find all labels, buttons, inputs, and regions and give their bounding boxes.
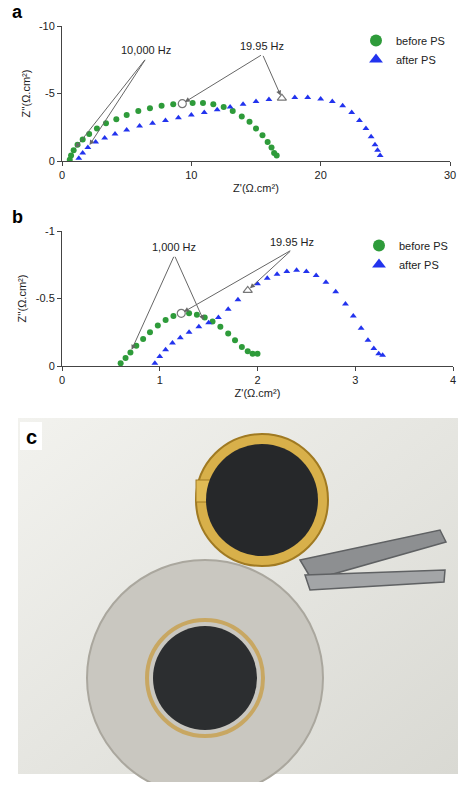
svg-text:2: 2: [254, 374, 260, 386]
svg-text:before PS: before PS: [399, 240, 448, 252]
svg-text:19.95 Hz: 19.95 Hz: [240, 40, 284, 52]
svg-text:30: 30: [444, 169, 456, 181]
svg-text:0: 0: [59, 374, 65, 386]
svg-text:after PS: after PS: [396, 54, 436, 66]
svg-text:-10: -10: [39, 20, 55, 32]
svg-text:Z'(Ω.cm²): Z'(Ω.cm²): [235, 387, 281, 399]
svg-text:Z''(Ω.cm²): Z''(Ω.cm²): [16, 275, 28, 323]
svg-text:19.95 Hz: 19.95 Hz: [270, 236, 314, 248]
svg-text:-5: -5: [45, 87, 55, 99]
svg-text:a: a: [12, 2, 23, 22]
svg-text:10,000 Hz: 10,000 Hz: [121, 44, 171, 56]
svg-text:10: 10: [185, 169, 197, 181]
svg-text:4: 4: [450, 374, 456, 386]
svg-text:1,000 Hz: 1,000 Hz: [152, 241, 196, 253]
svg-text:-1: -1: [45, 225, 55, 237]
svg-text:0: 0: [49, 155, 55, 167]
svg-text:1: 1: [157, 374, 163, 386]
svg-text:b: b: [12, 207, 23, 227]
svg-text:before PS: before PS: [396, 35, 445, 47]
svg-text:3: 3: [352, 374, 358, 386]
svg-text:c: c: [26, 426, 37, 448]
svg-text:Z''(Ω.cm²): Z''(Ω.cm²): [20, 70, 32, 118]
svg-text:20: 20: [315, 169, 327, 181]
svg-text:Z'(Ω.cm²): Z'(Ω.cm²): [233, 182, 279, 194]
svg-text:0: 0: [59, 169, 65, 181]
svg-text:after PS: after PS: [399, 259, 439, 271]
svg-text:-0.5: -0.5: [36, 292, 55, 304]
svg-text:0: 0: [49, 360, 55, 372]
